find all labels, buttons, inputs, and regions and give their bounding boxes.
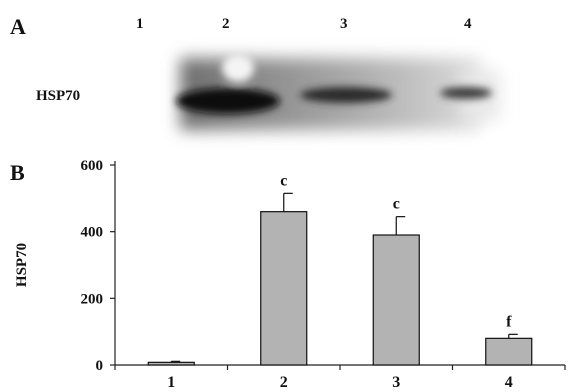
y-tick-label: 0 [96,358,104,374]
x-tick-label-1: 1 [167,374,175,391]
x-tick-label-2: 2 [280,374,288,391]
y-axis-label: HSP70 [14,243,30,287]
bar-3 [372,234,420,366]
lane-label-2: 2 [222,16,230,32]
lane-label-4: 4 [464,16,472,32]
panel-b-letter: B [10,160,25,185]
y-tick-label: 200 [81,291,104,307]
x-tick-label-4: 4 [505,374,513,391]
significance-label-3: c [393,196,400,213]
y-tick-label: 400 [81,225,104,241]
lane-label-3: 3 [340,16,348,32]
y-tick-label: 600 [81,158,104,174]
bar-4 [485,337,533,366]
x-tick-label-3: 3 [392,374,400,391]
bar-2 [260,211,308,366]
panel-a-letter: A [10,14,26,39]
bar-1 [147,361,195,366]
significance-label-2: c [280,172,287,189]
significance-label-4: f [506,313,512,330]
band-label-hsp70: HSP70 [36,88,81,104]
lane-label-1: 1 [136,16,144,32]
